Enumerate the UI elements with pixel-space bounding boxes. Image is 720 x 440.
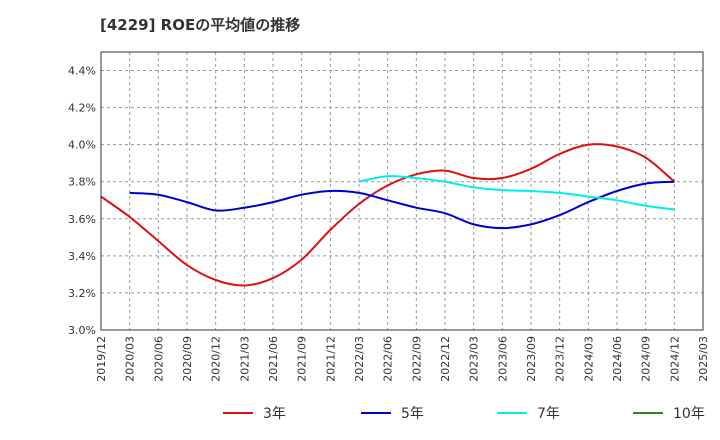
x-tick-label: 2024/06: [611, 336, 624, 382]
x-tick-label: 2023/09: [525, 336, 538, 382]
y-axis: 3.0% 3.2% 3.4% 3.6% 3.8% 4.0% 4.2% 4.4%: [68, 65, 96, 337]
series-lines: [100, 143, 675, 287]
x-tick-label: 2022/12: [439, 336, 452, 382]
plot-area: [101, 52, 703, 330]
plot-border: [100, 51, 704, 331]
legend-label-3: 7年: [537, 406, 560, 422]
y-tick-label: 3.4%: [68, 250, 96, 263]
y-tick-label: 4.4%: [68, 65, 96, 78]
series-line-3: [358, 175, 675, 211]
x-tick-label: 2022/03: [353, 336, 366, 382]
legend-label-1: 3年: [263, 406, 286, 422]
x-tick-label: 2025/03: [697, 336, 710, 382]
legend: 3年 5年 7年 10年: [223, 406, 705, 422]
y-tick-label: 3.0%: [68, 324, 96, 337]
x-tick-label: 2021/09: [296, 336, 309, 382]
x-tick-label: 2021/06: [267, 336, 280, 382]
y-tick-label: 3.8%: [68, 176, 96, 189]
y-tick-label: 3.2%: [68, 287, 96, 300]
y-tick-label: 3.6%: [68, 213, 96, 226]
x-tick-label: 2020/06: [152, 336, 165, 382]
x-tick-label: 2024/03: [582, 336, 595, 382]
x-axis: 2019/12 2020/03 2020/06 2020/09 2020/12 2021/…: [95, 336, 710, 382]
x-tick-label: 2021/03: [238, 336, 251, 382]
x-tick-label: 2021/12: [324, 336, 337, 382]
x-tick-label: 2019/12: [95, 336, 108, 382]
x-tick-label: 2023/06: [496, 336, 509, 382]
series-line-1: [100, 143, 675, 287]
y-tick-label: 4.2%: [68, 102, 96, 115]
chart-title: [4229] ROEの平均値の推移: [100, 16, 300, 34]
x-tick-label: 2024/12: [668, 336, 681, 382]
x-tick-label: 2022/09: [410, 336, 423, 382]
x-tick-label: 2023/03: [468, 336, 481, 382]
x-tick-label: 2020/03: [124, 336, 137, 382]
legend-label-4: 10年: [673, 406, 705, 422]
x-tick-label: 2022/06: [382, 336, 395, 382]
x-tick-label: 2020/12: [210, 336, 223, 382]
x-tick-label: 2020/09: [181, 336, 194, 382]
x-tick-label: 2023/12: [554, 336, 567, 382]
legend-label-2: 5年: [401, 406, 424, 422]
y-tick-label: 4.0%: [68, 139, 96, 152]
x-tick-label: 2024/09: [640, 336, 653, 382]
series-line-2: [129, 180, 675, 230]
